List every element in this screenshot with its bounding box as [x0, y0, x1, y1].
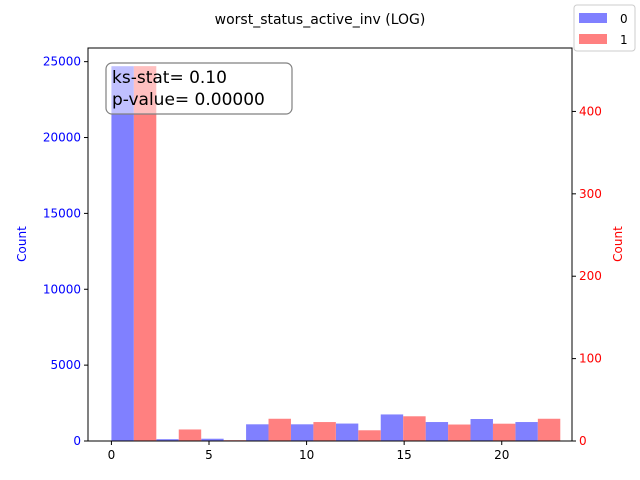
bar-series-0-bin-8 [470, 418, 493, 441]
bar-series-1-bin-1 [178, 429, 202, 441]
bar-series-1-bin-0 [133, 66, 157, 441]
bar-series-0-bin-1 [156, 439, 179, 441]
ks-stat-text: ks-stat= 0.10 [112, 68, 227, 88]
bar-series-0-bin-3 [246, 424, 269, 441]
legend-swatch-1 [579, 34, 607, 44]
bar-series-1-bin-5 [358, 430, 381, 441]
bar-series-0-bin-5 [335, 423, 359, 441]
legend: 0 1 [573, 4, 636, 52]
bar-series-0-bin-2 [201, 438, 224, 441]
bar-series-0-bin-4 [290, 424, 314, 441]
bar-series-0-bin-6 [380, 414, 404, 441]
x-tick-label: 10 [299, 448, 314, 462]
chart-title: worst_status_active_inv (LOG) [215, 12, 426, 28]
bar-series-0-bin-7 [425, 422, 449, 441]
bar-series-1-bin-8 [492, 423, 516, 441]
x-tick-label: 15 [397, 448, 412, 462]
stats-annotation: ks-stat= 0.10 p-value= 0.00000 [105, 62, 293, 115]
y-left-tick-label: 15000 [43, 206, 81, 220]
y-right-tick-label: 200 [579, 269, 602, 283]
bar-series-1-bin-3 [268, 418, 291, 441]
x-axis: 0 5 10 15 20 [108, 441, 509, 462]
legend-label-0: 0 [620, 12, 628, 26]
legend-label-1: 1 [620, 33, 628, 47]
bar-series-1-bin-9 [537, 418, 561, 441]
stats-box [105, 62, 293, 115]
x-tick-label: 0 [108, 448, 116, 462]
y-axis-left: 0 5000 10000 15000 20000 25000 [43, 55, 88, 448]
bar-series-0-bin-0 [111, 66, 134, 441]
y-left-tick-label: 25000 [43, 55, 81, 69]
bars-layer [111, 66, 561, 441]
y-left-tick-label: 20000 [43, 131, 81, 145]
y-left-tick-label: 0 [73, 434, 81, 448]
bar-series-1-bin-7 [448, 424, 471, 441]
bar-series-0-bin-9 [515, 422, 538, 441]
legend-swatch-0 [579, 13, 607, 23]
y-left-tick-label: 10000 [43, 282, 81, 296]
y-axis-right-label: Count [611, 226, 625, 262]
p-value-text: p-value= 0.00000 [112, 90, 265, 110]
y-axis-left-label: Count [15, 226, 29, 262]
x-tick-label: 20 [494, 448, 509, 462]
y-right-tick-label: 100 [579, 352, 602, 366]
y-right-tick-label: 0 [579, 434, 587, 448]
bar-series-1-bin-6 [403, 416, 426, 441]
y-right-tick-label: 400 [579, 104, 602, 118]
plot-frame [87, 47, 573, 442]
y-left-tick-label: 5000 [50, 358, 81, 372]
y-axis-right: 0 100 200 300 400 [572, 104, 602, 448]
bar-series-1-bin-4 [313, 422, 336, 441]
y-right-tick-label: 300 [579, 187, 602, 201]
x-tick-label: 5 [205, 448, 213, 462]
